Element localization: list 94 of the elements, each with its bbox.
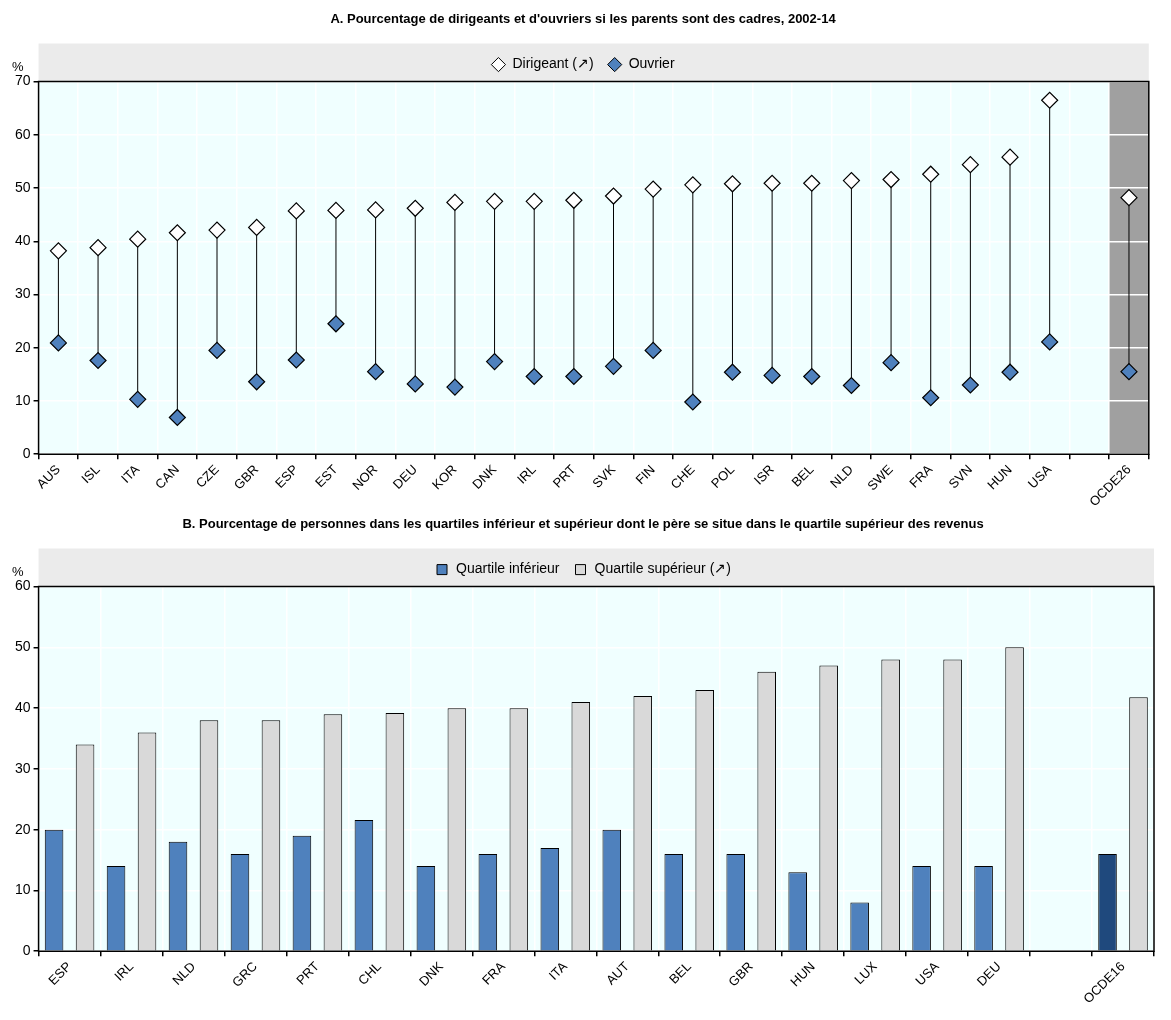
point (406, 375, 424, 393)
point (485, 352, 504, 371)
point (763, 366, 781, 385)
point (1041, 333, 1059, 351)
point (604, 187, 623, 205)
legend-label: Quartile supérieur (↗) (594, 560, 731, 577)
x-tick-label: NLD (169, 958, 199, 988)
point (446, 193, 464, 212)
legend-label: Dirigeant (↗) (512, 55, 594, 72)
point (565, 191, 583, 209)
y-tick-label: 0 (22, 445, 31, 462)
point (446, 378, 464, 396)
point (248, 218, 266, 237)
y-tick-label: 60 (14, 577, 31, 594)
x-tick-label: FIN (632, 461, 658, 488)
x-tick-label: ISR (750, 461, 777, 488)
point (842, 376, 861, 395)
point (129, 230, 147, 248)
point (684, 393, 702, 411)
point (327, 201, 345, 220)
point (1120, 189, 1138, 207)
y-tick-label: 0 (22, 942, 31, 959)
x-tick-label: ISL (78, 461, 103, 487)
x-tick-label: BEL (665, 958, 694, 987)
legend-label: Ouvrier (628, 55, 675, 72)
x-tick-label: POL (708, 461, 738, 491)
point (961, 376, 979, 394)
point (723, 175, 742, 193)
point (327, 315, 345, 333)
point (723, 363, 742, 381)
y-tick-label: 20 (14, 338, 31, 355)
point (49, 242, 67, 260)
point (1001, 148, 1019, 166)
x-tick-label: BEL (788, 461, 817, 490)
point (89, 239, 107, 257)
y-axis-title: % (12, 58, 24, 74)
legend-label: Quartile inférieur (456, 560, 560, 577)
point (89, 351, 107, 370)
point (1120, 363, 1138, 381)
point (208, 221, 226, 239)
y-tick-label: 40 (14, 232, 31, 249)
y-tick-label: 40 (14, 698, 31, 715)
point (803, 367, 821, 386)
x-tick-label: IRL (111, 958, 137, 984)
point (842, 172, 861, 190)
point (1001, 363, 1019, 381)
point (684, 176, 702, 194)
point (882, 170, 900, 189)
point (565, 367, 583, 386)
point (763, 174, 781, 192)
point (525, 192, 543, 210)
point (525, 367, 543, 386)
point (367, 201, 385, 219)
y-tick-label: 30 (14, 285, 31, 302)
point (644, 180, 662, 198)
x-tick-label: USA (1024, 461, 1055, 492)
point (922, 165, 940, 183)
point (1041, 91, 1059, 109)
x-tick-label: USA (912, 958, 942, 989)
x-tick-label: NLD (827, 461, 857, 491)
point (367, 363, 385, 381)
point (168, 224, 186, 242)
point (485, 192, 504, 210)
point (604, 357, 623, 375)
y-tick-label: 20 (14, 820, 31, 837)
y-tick-label: 70 (14, 72, 31, 89)
point (803, 174, 821, 192)
y-tick-label: 50 (14, 638, 31, 655)
y-tick-label: 10 (14, 391, 31, 408)
point (49, 334, 67, 352)
point (168, 408, 186, 427)
x-tick-label: CHL (355, 958, 385, 988)
point (248, 373, 266, 391)
x-tick-label: IRL (513, 461, 539, 487)
x-tick-label: ITA (118, 461, 143, 486)
point (287, 351, 305, 369)
y-tick-label: 60 (14, 125, 31, 142)
y-tick-label: 10 (14, 881, 31, 898)
x-tick-label: FRA (906, 461, 936, 491)
point (129, 390, 147, 408)
chart-title: B. Pourcentage de personnes dans les quartiles inférieur et supérieur dont le père se situe dans le quartile supérieur des revenus (182, 516, 984, 532)
point (287, 202, 305, 220)
point (961, 156, 979, 174)
chart-title: A. Pourcentage de dirigeants et d'ouvriers si les parents sont des cadres, 2002-14 (330, 11, 837, 27)
y-tick-label: 30 (14, 759, 31, 776)
point (644, 341, 662, 359)
y-axis-title: % (12, 563, 24, 579)
point (922, 389, 940, 407)
point (406, 199, 424, 217)
y-tick-label: 50 (14, 178, 31, 195)
x-tick-label: FRA (478, 958, 509, 988)
point (208, 341, 226, 359)
x-tick-label: ITA (545, 958, 571, 983)
point (882, 354, 900, 372)
